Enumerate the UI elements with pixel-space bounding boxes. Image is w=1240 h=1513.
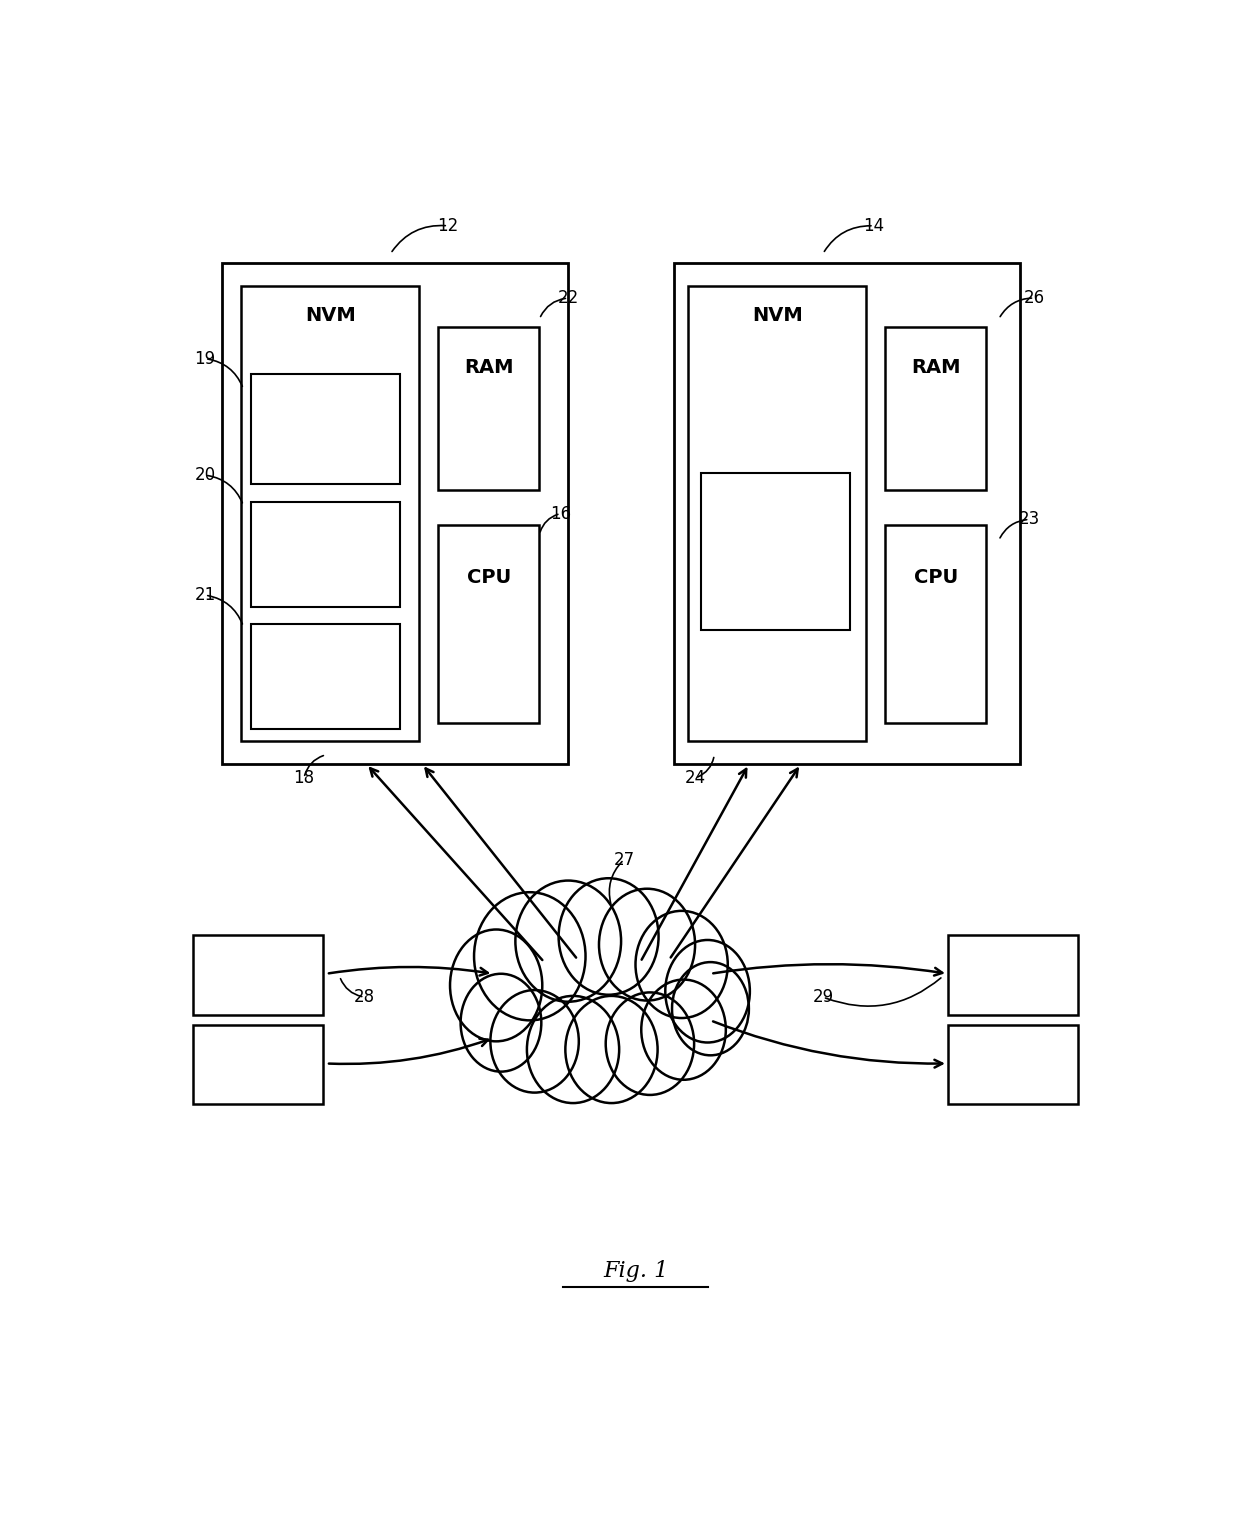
Bar	[193, 935, 324, 1015]
Ellipse shape	[527, 996, 619, 1103]
Ellipse shape	[490, 990, 579, 1092]
Text: 27: 27	[614, 850, 635, 868]
Text: NVM: NVM	[753, 306, 804, 325]
Bar	[701, 472, 849, 629]
Text: 12: 12	[438, 216, 459, 235]
Ellipse shape	[666, 940, 750, 1042]
Bar	[688, 286, 866, 741]
Text: NVM: NVM	[305, 306, 356, 325]
Text: 29: 29	[812, 988, 833, 1006]
Bar	[675, 263, 1021, 764]
Text: CPU: CPU	[467, 569, 512, 587]
Bar	[250, 625, 401, 729]
Text: 19: 19	[195, 350, 216, 368]
Text: 16: 16	[551, 505, 572, 522]
Bar	[439, 525, 539, 723]
Text: RAM: RAM	[465, 359, 515, 377]
Ellipse shape	[558, 878, 658, 994]
Text: 21: 21	[195, 586, 216, 604]
Bar	[885, 525, 986, 723]
Ellipse shape	[565, 996, 657, 1103]
Bar	[250, 374, 401, 484]
Ellipse shape	[516, 881, 621, 1002]
Text: CPU: CPU	[914, 569, 959, 587]
Ellipse shape	[599, 888, 696, 1000]
Text: 24: 24	[684, 769, 706, 787]
Text: 23: 23	[1019, 510, 1040, 528]
Bar	[242, 286, 419, 741]
Bar	[947, 1024, 1078, 1104]
Ellipse shape	[605, 993, 694, 1095]
Bar	[193, 1024, 324, 1104]
Bar	[439, 327, 539, 490]
Ellipse shape	[450, 929, 542, 1041]
Bar	[947, 935, 1078, 1015]
Text: 20: 20	[195, 466, 216, 484]
Text: RAM: RAM	[911, 359, 961, 377]
Ellipse shape	[635, 911, 728, 1018]
Text: 18: 18	[294, 769, 315, 787]
Bar	[885, 327, 986, 490]
Ellipse shape	[474, 893, 585, 1020]
Ellipse shape	[672, 962, 749, 1056]
Bar	[222, 263, 568, 764]
Ellipse shape	[460, 974, 542, 1071]
Ellipse shape	[641, 979, 725, 1080]
Text: 28: 28	[353, 988, 374, 1006]
Bar	[250, 502, 401, 607]
Text: 14: 14	[863, 216, 884, 235]
Text: 26: 26	[1024, 289, 1045, 307]
Text: Fig. 1: Fig. 1	[603, 1260, 668, 1282]
Text: 22: 22	[558, 289, 579, 307]
